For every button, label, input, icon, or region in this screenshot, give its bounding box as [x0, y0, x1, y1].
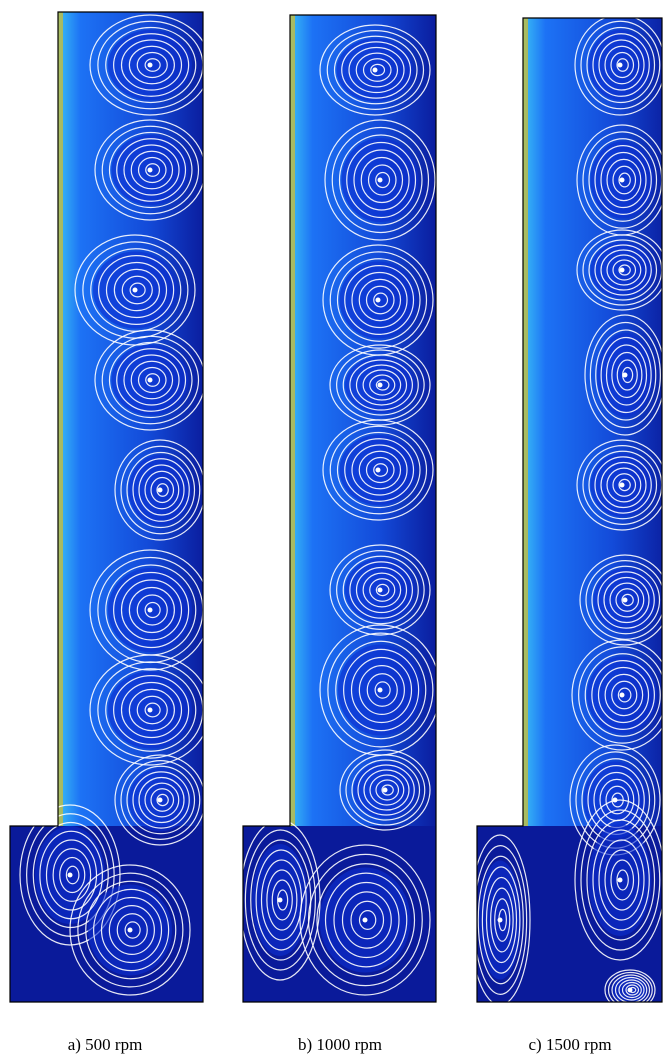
vortex-eye [623, 598, 628, 603]
vortex-eye [133, 288, 138, 293]
vortex-eye [128, 928, 133, 933]
vortex-eye [373, 68, 378, 73]
vortex-eye [628, 988, 633, 993]
flow-panel [240, 0, 440, 1002]
caption: c) 1500 rpm [528, 1035, 611, 1054]
vortex-eye [278, 898, 283, 903]
vortex-eye [148, 63, 153, 68]
vortex-eye [620, 483, 625, 488]
caption: a) 500 rpm [68, 1035, 143, 1054]
vortex-eye [148, 608, 153, 613]
vortex-eye [363, 918, 368, 923]
panels [10, 0, 663, 1010]
vortex-eye [618, 878, 623, 883]
vortex-eye [618, 63, 623, 68]
figure: a) 500 rpm b) 1000 rpm c) 1500 rpm [0, 0, 663, 1061]
vortex-eye [148, 168, 153, 173]
vortex-eye [148, 708, 153, 713]
vortex-eye [498, 918, 503, 923]
flow-panel [470, 0, 663, 1010]
vortex-eye [383, 788, 388, 793]
vortex-eye [68, 873, 73, 878]
vortex-eye [376, 298, 381, 303]
vortex-eye [148, 378, 153, 383]
vortex-eye [158, 798, 163, 803]
wall-hotspot [523, 0, 528, 826]
vortex-eye [620, 178, 625, 183]
caption: b) 1000 rpm [298, 1035, 382, 1054]
vortex-eye [623, 373, 628, 378]
vortex-eye [378, 588, 383, 593]
wall-hotspot [290, 0, 295, 826]
vortex-eye [378, 178, 383, 183]
vortex-eye [158, 488, 163, 493]
flow-panel [10, 0, 210, 1002]
vortex-eye [620, 693, 625, 698]
vortex-eye [378, 688, 383, 693]
vortex-eye [620, 268, 625, 273]
vortex-eye [376, 468, 381, 473]
wall-hotspot [58, 0, 63, 826]
vortex-eye [378, 383, 383, 388]
